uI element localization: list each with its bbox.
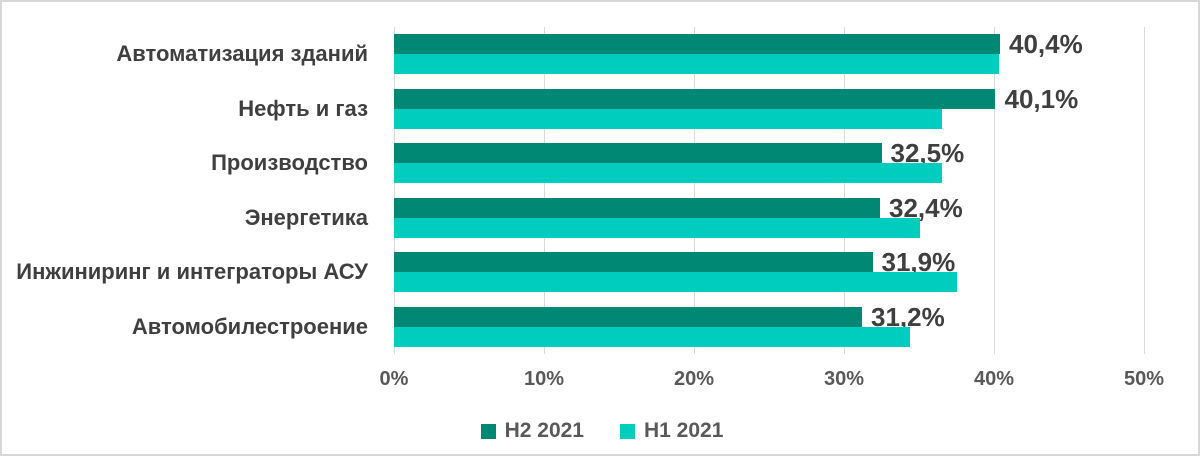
data-label: 31,9% [881,247,956,278]
legend-label: H2 2021 [504,419,584,442]
bar-h2-2021 [394,143,882,164]
x-tick-label: 40% [973,368,1015,390]
gridline [844,27,845,354]
category-label: Производство [211,150,368,176]
gridline [544,27,545,354]
gridline [994,27,995,354]
bar-group: 31,2% [394,300,1144,355]
bar-h1-2021 [394,163,942,184]
legend-swatch-icon [480,423,496,439]
data-label: 40,4% [1009,29,1083,60]
category-label: Нефть и газ [238,95,368,121]
legend: H2 2021 H1 2021 [2,419,1198,443]
bar-h2-2021 [394,252,873,273]
category-label: Автоматизация зданий [116,41,368,67]
bar-group: 32,5% [394,136,1144,191]
bar-group: 32,4% [394,191,1144,246]
bar-group: 40,1% [394,82,1144,137]
bar-h1-2021 [394,54,999,75]
category-label: Инжиниринг и интеграторы АСУ [16,259,368,285]
legend-item-h2-2021: H2 2021 [480,419,584,443]
bar-h2-2021 [394,88,996,109]
x-tick-label: 0% [379,368,409,390]
bar-rows: 40,4% 40,1% 32,5% [394,27,1144,354]
bar-group: 31,9% [394,245,1144,300]
legend-swatch-icon [620,423,635,439]
legend-label: H1 2021 [644,419,724,442]
category-label: Автомобилестроение [131,313,368,339]
gridline [394,27,395,354]
data-label: 40,1% [1004,83,1079,114]
x-tick-label: 20% [673,368,715,390]
plot-area: 40,4% 40,1% 32,5% [394,27,1145,354]
bar-h1-2021 [394,326,910,347]
data-label: 32,5% [890,138,965,169]
bar-group: 40,4% [394,27,1144,82]
x-tick-label: 30% [823,368,865,390]
bar-h1-2021 [394,272,957,293]
gridline [694,27,695,354]
bar-h2-2021 [394,306,862,327]
category-label: Энергетика [244,204,368,230]
bar-h1-2021 [394,108,942,129]
x-axis: 0% 10% 20% 30% 40% 50% [2,368,1198,398]
x-tick-label: 10% [523,368,565,390]
data-label: 32,4% [889,192,963,223]
gridline [1144,27,1145,354]
category-axis: Автоматизация зданий Нефть и газ Произво… [2,27,382,354]
bar-h1-2021 [394,217,921,238]
data-label: 31,2% [871,301,945,332]
x-tick-label: 50% [1123,368,1165,390]
bar-h2-2021 [394,34,1000,55]
legend-item-h1-2021: H1 2021 [620,419,723,443]
bar-h2-2021 [394,197,880,218]
